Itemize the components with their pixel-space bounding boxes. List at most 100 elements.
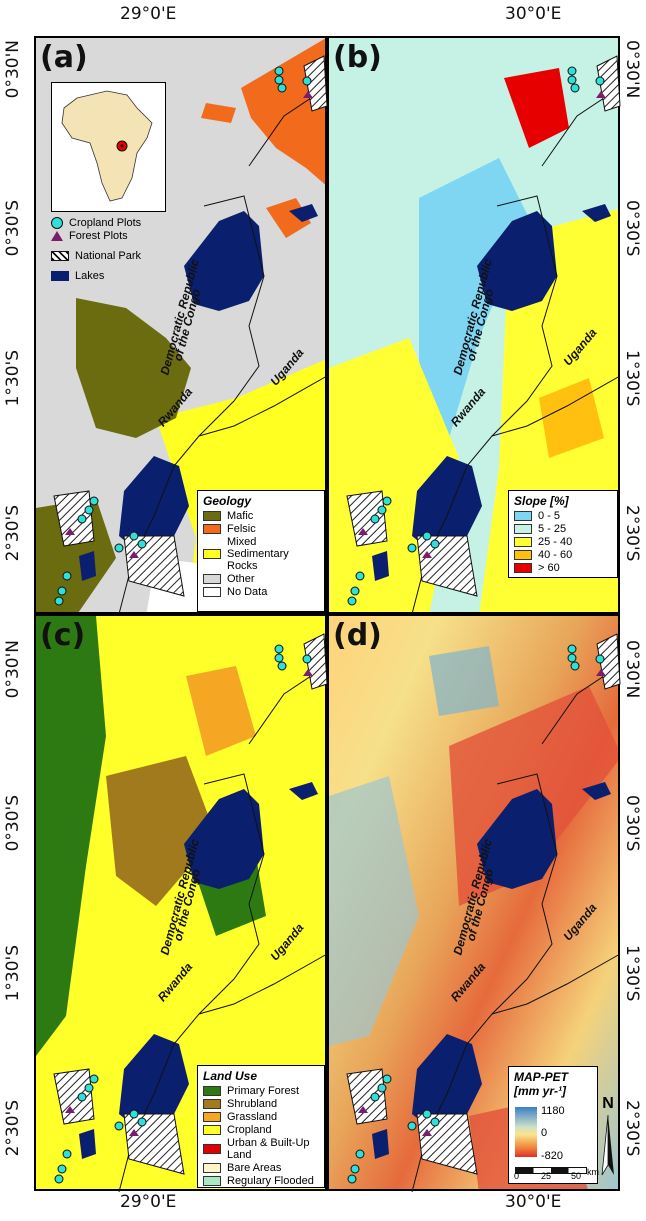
geology-legend-item-swatch (203, 549, 221, 559)
landuse-legend-item-swatch (203, 1112, 221, 1122)
panel-d-label: (d) (333, 618, 382, 653)
landuse-legend: Land Use Primary Forest Shrubland Grasslan… (197, 1065, 325, 1188)
landuse-legend-item-label: Shrubland (227, 1098, 278, 1110)
landuse-legend-item-swatch (203, 1163, 221, 1173)
national-park-icon (51, 251, 69, 261)
north-label: N (602, 1095, 614, 1112)
slope-legend-item-swatch (514, 550, 532, 560)
scalebar-0: 0 (514, 1171, 520, 1181)
cropland-plot-icon (51, 217, 63, 229)
legend-forest-label: Forest Plots (69, 230, 128, 242)
geology-legend-item-row: Felsic (203, 523, 319, 535)
north-arrow-icon (601, 1115, 614, 1176)
landuse-legend-item-row: Primary Forest (203, 1085, 319, 1097)
scalebar-50: 50 (571, 1171, 582, 1181)
lat-right-0-30s-2: 0°30'S (622, 795, 642, 852)
geology-legend-item-swatch (203, 574, 221, 584)
geology-legend-item-row: No Data (203, 586, 319, 598)
geology-legend-item-label: No Data (227, 586, 268, 598)
landuse-legend-title: Land Use (203, 1069, 258, 1083)
mappet-max: 1180 (541, 1105, 565, 1117)
landuse-legend-item-row: Urban & Built-Up Land (203, 1137, 319, 1161)
landuse-legend-item-row: Grassland (203, 1111, 319, 1123)
geology-legend-item-label: Mafic (227, 510, 254, 522)
slope-legend-item-swatch (514, 563, 532, 573)
legend-forest-row: Forest Plots (51, 230, 161, 242)
lat-right-1-30s: 1°30'S (622, 350, 642, 407)
africa-inset-svg (61, 90, 153, 202)
slope-legend-item-row: 25 - 40 (514, 536, 612, 548)
panel-a-label: (a) (40, 40, 88, 75)
lake-icon (51, 271, 69, 281)
landuse-legend-item-label: Cropland (227, 1124, 272, 1136)
lon-label-top-29: 29°0'E (120, 4, 177, 24)
africa-outline (61, 90, 153, 202)
lat-right-1-30s-2: 1°30'S (622, 945, 642, 1002)
lat-left-1-30s-2: 1°30'S (3, 945, 23, 1002)
geology-legend-item-row: Other (203, 573, 319, 585)
inset-legend: Cropland Plots Forest Plots National Par… (51, 216, 161, 283)
geology-legend-title: Geology (203, 494, 252, 508)
landuse-legend-item-row: Bare Areas (203, 1162, 319, 1174)
mappet-min: -820 (541, 1150, 564, 1162)
landuse-legend-item-swatch (203, 1144, 221, 1154)
wet-zone (329, 776, 419, 1046)
geology-legend: Geology Mafic Felsic Mixed Sedimentary Roc… (197, 490, 325, 612)
legend-cropland-row: Cropland Plots (51, 217, 161, 229)
landuse-legend-item-swatch (203, 1099, 221, 1109)
mappet-legend-title-1: MAP-PET (514, 1070, 568, 1084)
legend-park-label: National Park (75, 250, 142, 262)
geology-legend-item-swatch (203, 587, 221, 597)
lat-right-0-30n-2: 0°30'N (622, 640, 642, 699)
slope-legend-item-row: 0 - 5 (514, 510, 612, 522)
landuse-legend-item-label: Bare Areas (227, 1162, 282, 1174)
landuse-legend-item-label: Primary Forest (227, 1085, 300, 1097)
slope-high (504, 68, 569, 148)
felsic-unit-2 (266, 198, 311, 238)
scalebar-unit: km (587, 1167, 599, 1177)
lon-label-bottom-29: 29°0'E (120, 1192, 177, 1212)
lat-right-0-30n: 0°30'N (622, 40, 642, 99)
lat-left-0-30s: 0°30'S (3, 200, 23, 257)
forest-patch (196, 856, 266, 936)
slope-legend-item-label: 40 - 60 (538, 549, 573, 561)
lat-right-2-30s-2: 2°30'S (622, 1100, 642, 1157)
slope-legend-item-label: > 60 (538, 562, 560, 574)
lat-right-0-30s: 0°30'S (622, 200, 642, 257)
landuse-legend-item-row: Regulary Flooded (203, 1175, 319, 1187)
landuse-legend-item-label: Urban & Built-Up Land (227, 1137, 310, 1161)
lat-right-2-30s: 2°30'S (622, 505, 642, 562)
legend-cropland-label: Cropland Plots (69, 217, 142, 229)
mappet-mid: 0 (541, 1127, 548, 1139)
geology-legend-item-swatch (203, 511, 221, 521)
slope-legend-item-label: 0 - 5 (538, 510, 561, 522)
panel-b-label: (b) (333, 40, 382, 75)
mappet-legend: MAP-PET [mm yr-¹] 1180 0 -820 0 25 50 km (508, 1066, 599, 1184)
felsic-unit (241, 38, 325, 185)
mafic-unit-2 (36, 498, 116, 612)
primary-forest (36, 616, 106, 1056)
scalebar (515, 1167, 587, 1174)
lon-label-top-30: 30°0'E (505, 4, 562, 24)
slope-legend-item-swatch (514, 511, 532, 521)
slope-legend-item-swatch (514, 524, 532, 534)
legend-park-row: National Park (51, 250, 161, 262)
scalebar-25: 25 (541, 1171, 552, 1181)
wet-zone-2 (429, 646, 499, 716)
geology-legend-item-row: Mixed Sedimentary Rocks (203, 536, 319, 572)
landuse-legend-item-swatch (203, 1125, 221, 1135)
geology-legend-item-label: Mixed Sedimentary Rocks (227, 536, 289, 572)
mappet-legend-title-2: [mm yr-¹] (514, 1084, 567, 1098)
landuse-legend-item-swatch (203, 1086, 221, 1096)
landuse-legend-item-swatch (203, 1176, 221, 1186)
legend-lakes-row: Lakes (51, 270, 161, 282)
lat-left-0-30n-2: 0°30'N (3, 640, 23, 699)
landuse-legend-item-label: Regulary Flooded (227, 1175, 314, 1187)
panel-c-label: (c) (40, 618, 86, 653)
geology-legend-item-label: Other (227, 573, 255, 585)
landuse-legend-item-row: Shrubland (203, 1098, 319, 1110)
geology-legend-item-row: Mafic (203, 510, 319, 522)
slope-legend-title: Slope [%] (514, 494, 569, 508)
lat-left-1-30s: 1°30'S (3, 350, 23, 407)
